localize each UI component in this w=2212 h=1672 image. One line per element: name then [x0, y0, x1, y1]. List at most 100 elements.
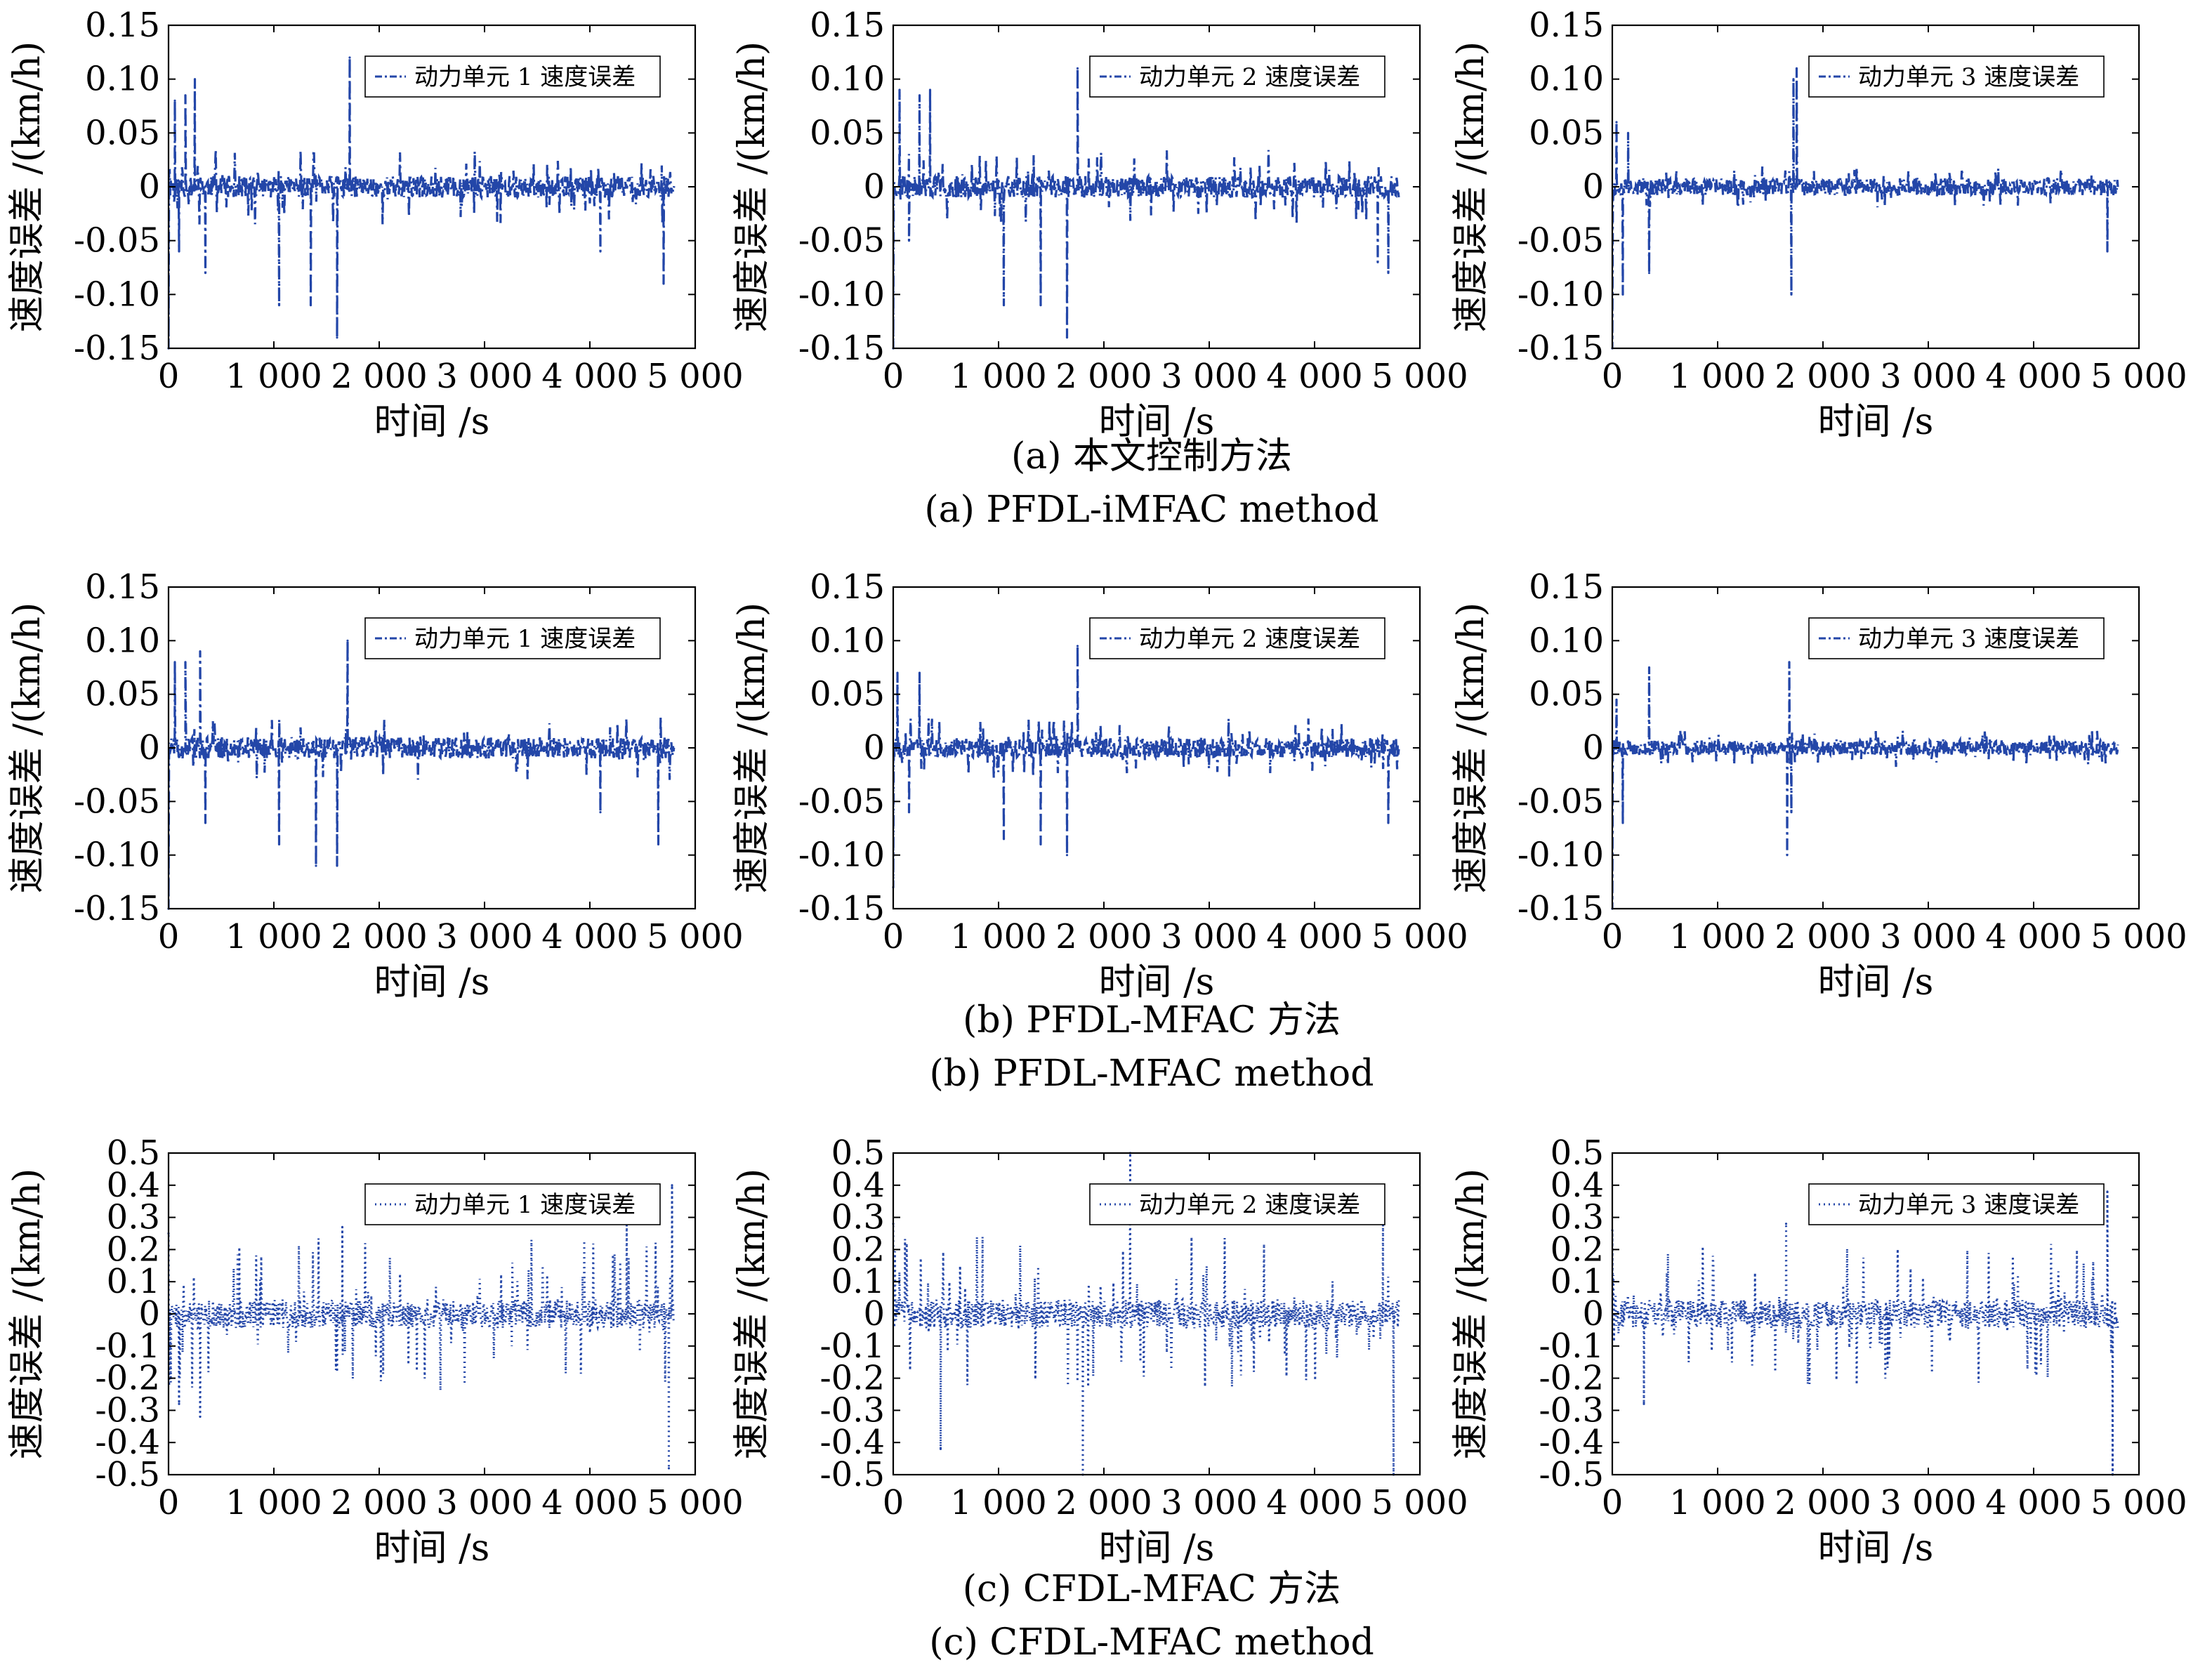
x-tick-label: 5 000: [2091, 917, 2187, 956]
series-line: [893, 68, 1400, 348]
series-line: [893, 645, 1400, 888]
data-point: [315, 864, 317, 867]
y-tick-label: 0: [138, 1294, 160, 1334]
x-tick-label: 0: [1602, 1483, 1624, 1522]
data-point: [173, 99, 176, 102]
data-point: [199, 650, 202, 653]
data-point: [1076, 67, 1079, 70]
y-tick-label: -0.5: [819, 1455, 885, 1494]
y-tick-label: -0.2: [95, 1359, 160, 1398]
y-tick-label: 0.3: [831, 1198, 885, 1237]
data-point: [898, 88, 901, 91]
y-tick-label: -0.1: [819, 1327, 885, 1366]
x-tick-label: 4 000: [541, 917, 638, 956]
x-tick-label: 2 000: [1055, 1483, 1152, 1522]
y-axis-label: 速度误差 /(km/h): [731, 1169, 773, 1459]
y-tick-label: -0.3: [95, 1390, 160, 1430]
y-tick-label: 0.10: [1529, 621, 1604, 660]
x-tick-label: 0: [158, 1483, 180, 1522]
y-tick-label: -0.15: [74, 889, 160, 928]
x-axis-label: 时间 /s: [374, 401, 490, 443]
data-point: [277, 304, 281, 307]
x-tick-label: 4 000: [541, 357, 638, 396]
data-point: [336, 864, 338, 867]
x-tick-label: 5 000: [2091, 357, 2187, 396]
y-tick-label: 0: [863, 1294, 885, 1334]
legend-box: [364, 55, 661, 98]
chart-b2: 0 1 000 2 000 3 000 4 000 5 000 -0.15 -0.10 -0.0…: [731, 567, 1468, 1003]
data-point: [173, 661, 176, 664]
x-tick-label: 4 000: [1985, 357, 2081, 396]
chart-b3: 0 1 000 2 000 3 000 4 000 5 000 -0.15 -0.10 -0.0…: [1450, 567, 2187, 1003]
y-tick-label: -0.2: [1539, 1359, 1604, 1398]
x-tick-label: 4 000: [1266, 917, 1362, 956]
y-tick-label: -0.10: [74, 275, 160, 314]
y-tick-label: -0.10: [1518, 836, 1604, 875]
data-point: [657, 843, 660, 845]
data-point: [341, 1225, 344, 1228]
data-point: [1647, 272, 1651, 275]
data-point: [1795, 67, 1798, 70]
data-point: [2106, 250, 2109, 253]
y-tick-label: -0.05: [798, 782, 885, 821]
x-tick-label: 5 000: [2091, 1483, 2187, 1522]
y-tick-label: 0.15: [1529, 567, 1604, 607]
x-tick-label: 1 000: [950, 917, 1046, 956]
y-tick-label: -0.2: [819, 1359, 885, 1398]
y-tick-label: 0.10: [810, 621, 885, 660]
x-tick-label: 5 000: [1371, 917, 1468, 956]
y-tick-label: -0.05: [798, 221, 885, 261]
y-tick-label: -0.15: [1518, 329, 1604, 368]
x-axis-label: 时间 /s: [1818, 961, 1934, 1003]
y-tick-label: 0.05: [85, 675, 160, 714]
data-point: [193, 78, 197, 81]
y-tick-label: 0.05: [1529, 113, 1604, 152]
data-point: [184, 94, 187, 97]
y-tick-label: 0.1: [107, 1262, 160, 1301]
y-tick-label: 0.2: [107, 1230, 160, 1269]
y-tick-label: 0.5: [107, 1133, 160, 1173]
data-point: [1790, 293, 1793, 296]
x-tick-label: 2 000: [1055, 357, 1152, 396]
y-tick-label: 0.10: [85, 60, 160, 99]
data-point: [671, 1184, 673, 1187]
legend-label: 动力单元 3 速度误差: [1858, 1191, 2079, 1219]
x-tick-label: 2 000: [331, 917, 427, 956]
y-tick-label: -0.15: [798, 329, 885, 368]
x-axis-label: 时间 /s: [1099, 1527, 1215, 1569]
y-tick-label: -0.10: [1518, 275, 1604, 314]
x-tick-label: 3 000: [1161, 1483, 1257, 1522]
legend-box: [364, 617, 661, 659]
series-line: [1612, 661, 2119, 909]
y-tick-label: 0.2: [1551, 1230, 1604, 1269]
x-tick-label: 1 000: [225, 357, 322, 396]
y-axis-label: 速度误差 /(km/h): [731, 41, 773, 332]
y-tick-label: -0.4: [1539, 1423, 1604, 1462]
y-tick-label: 0: [1582, 1294, 1604, 1334]
x-tick-label: 4 000: [1266, 357, 1362, 396]
x-tick-label: 3 000: [436, 357, 532, 396]
y-tick-label: -0.5: [95, 1455, 160, 1494]
data-point: [1621, 822, 1624, 824]
legend-box: [1808, 1183, 2105, 1225]
data-point: [1376, 261, 1379, 263]
data-point: [1621, 293, 1624, 296]
legend-label: 动力单元 3 速度误差: [1858, 63, 2079, 91]
data-point: [1786, 854, 1789, 857]
x-tick-label: 4 000: [1985, 917, 2081, 956]
caption-cn: (c) CFDL-MFAC 方法: [963, 1568, 1341, 1610]
y-axis-label: 速度误差 /(km/h): [6, 1169, 48, 1459]
x-tick-label: 3 000: [1880, 357, 1976, 396]
data-point: [1065, 336, 1069, 339]
legend-label: 动力单元 1 速度误差: [414, 63, 636, 91]
data-point: [662, 282, 665, 285]
series-line: [1612, 68, 2119, 348]
legend-label: 动力单元 1 速度误差: [414, 1191, 636, 1219]
data-point: [1788, 661, 1791, 664]
y-tick-label: 0.15: [1529, 6, 1604, 45]
y-tick-label: 0.4: [107, 1166, 160, 1205]
x-tick-label: 1 000: [1669, 917, 1765, 956]
data-point: [896, 671, 899, 674]
data-point: [1039, 843, 1042, 845]
legend-box: [1089, 617, 1385, 659]
